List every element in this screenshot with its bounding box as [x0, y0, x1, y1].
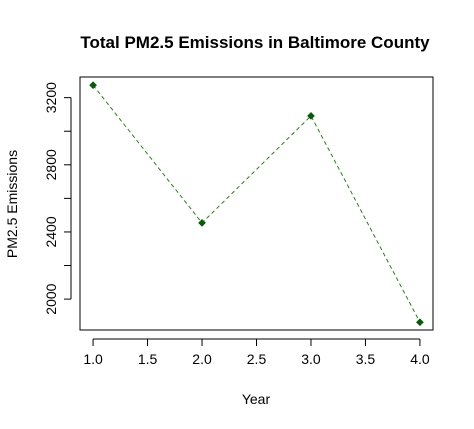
series-line — [92, 84, 421, 323]
x-tick-label: 3.0 — [301, 351, 321, 367]
y-axis-label: PM2.5 Emissions — [4, 150, 20, 258]
x-tick-label: 1.5 — [138, 351, 158, 367]
y-axis: 2000 2400 2800 3200 — [43, 82, 72, 315]
x-axis: 1.0 1.5 2.0 2.5 3.0 3.5 4.0 — [83, 338, 430, 367]
data-point — [198, 218, 206, 227]
chart-title: Total PM2.5 Emissions in Baltimore Count… — [80, 33, 430, 52]
data-point — [415, 318, 424, 327]
y-tick-label: 2800 — [43, 149, 59, 180]
y-tick-label: 2400 — [43, 216, 59, 247]
y-tick-label: 2000 — [43, 283, 59, 314]
x-tick-label: 1.0 — [83, 351, 103, 367]
x-tick-label: 3.5 — [356, 351, 376, 367]
data-point — [307, 111, 315, 120]
x-tick-label: 2.0 — [192, 351, 212, 367]
x-tick-label: 2.5 — [247, 351, 267, 367]
data-series — [89, 81, 424, 327]
x-tick-label: 4.0 — [410, 351, 430, 367]
data-point — [89, 81, 98, 90]
y-tick-label: 3200 — [43, 82, 59, 113]
plot-frame — [79, 76, 434, 331]
x-axis-label: Year — [242, 391, 271, 407]
